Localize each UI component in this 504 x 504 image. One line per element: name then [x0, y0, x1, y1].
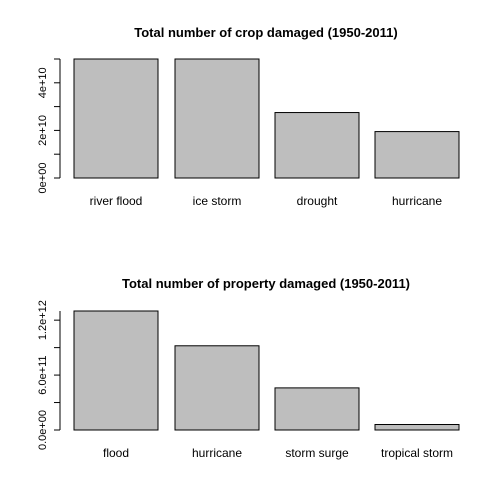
category-label: hurricane [392, 194, 442, 208]
bar [274, 112, 360, 179]
bar [174, 58, 260, 179]
bars [73, 58, 460, 179]
y-tick-label: 1.2e+12 [37, 300, 49, 340]
category-label: tropical storm [381, 446, 453, 460]
bar [73, 58, 159, 179]
bar [374, 424, 460, 431]
y-ticks: 0.0e+00 6.0e+11 1.2e+12 [37, 300, 60, 450]
category-label: storm surge [285, 446, 349, 460]
property-damage-chart: Total number of property damaged (1950-2… [37, 276, 460, 460]
category-label: drought [297, 194, 338, 208]
bar [73, 310, 159, 431]
y-tick-label: 6.0e+11 [37, 355, 49, 394]
bar [174, 345, 260, 431]
category-label: flood [103, 446, 129, 460]
bars [73, 310, 460, 431]
bar [274, 387, 360, 431]
chart-title: Total number of crop damaged (1950-2011) [134, 25, 397, 40]
category-label: ice storm [193, 194, 242, 208]
y-ticks: 0e+00 2e+10 4e+10 [37, 58, 60, 194]
category-label: hurricane [192, 446, 242, 460]
crop-damage-chart: Total number of crop damaged (1950-2011)… [37, 25, 460, 208]
chart-title: Total number of property damaged (1950-2… [122, 276, 410, 291]
y-tick-label: 2e+10 [37, 115, 49, 146]
category-label: river flood [90, 194, 143, 208]
y-tick-label: 0e+00 [37, 163, 49, 194]
y-tick-label: 4e+10 [37, 67, 49, 98]
category-labels: flood hurricane storm surge tropical storm [103, 446, 453, 460]
category-labels: river flood ice storm drought hurricane [90, 194, 443, 208]
bar [374, 131, 460, 179]
y-tick-label: 0.0e+00 [37, 410, 49, 450]
